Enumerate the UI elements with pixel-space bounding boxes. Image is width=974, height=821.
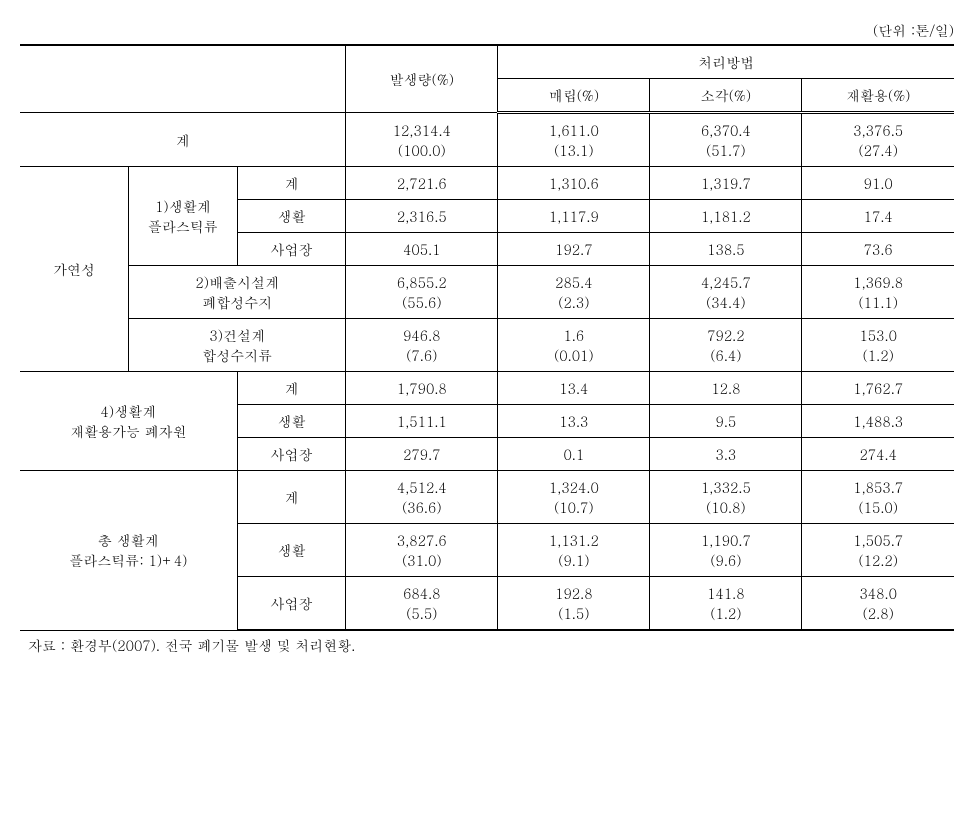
r-living-land: 13.3 — [498, 405, 650, 438]
g3-recy: 153.0(1.2) — [802, 319, 954, 372]
r-biz-recy: 274.4 — [802, 438, 954, 471]
header-landfill: 매립(%) — [498, 79, 650, 113]
r-total-recy: 1,762.7 — [802, 372, 954, 405]
row-total-incin: 6,370.4(51.7) — [650, 113, 802, 167]
source-note: 자료 : 환경부(2007). 전국 폐기물 발생 및 처리현황. — [20, 635, 954, 655]
g1-living-recy: 17.4 — [802, 200, 954, 233]
r-total-incin: 12.8 — [650, 372, 802, 405]
waste-table: 발생량(%) 처리방법 매립(%) 소각(%) 재활용(%) 계 12,314.… — [20, 44, 954, 631]
r-total-land: 13.4 — [498, 372, 650, 405]
g1-total-incin: 1,319.7 — [650, 167, 802, 200]
r-biz-incin: 3.3 — [650, 438, 802, 471]
g1-total-recy: 91.0 — [802, 167, 954, 200]
tl-biz-label: 사업장 — [237, 577, 346, 631]
g3-incin: 792.2(6.4) — [650, 319, 802, 372]
r-living-gen: 1,511.1 — [346, 405, 498, 438]
r-living-incin: 9.5 — [650, 405, 802, 438]
recyclable-label: 4)생활계재활용가능 폐자원 — [20, 372, 237, 471]
g1-living-label: 생활 — [237, 200, 346, 233]
g2-recy: 1,369.8(11.1) — [802, 266, 954, 319]
g1-living-incin: 1,181.2 — [650, 200, 802, 233]
g3-land: 1.6(0.01) — [498, 319, 650, 372]
g1-biz-land: 192.7 — [498, 233, 650, 266]
g2-incin: 4,245.7(34.4) — [650, 266, 802, 319]
g1-biz-label: 사업장 — [237, 233, 346, 266]
r-biz-label: 사업장 — [237, 438, 346, 471]
r-living-label: 생활 — [237, 405, 346, 438]
tl-biz-recy: 348.0(2.8) — [802, 577, 954, 631]
tl-total-gen: 4,512.4(36.6) — [346, 471, 498, 524]
header-blank — [20, 45, 346, 113]
g1-total-label: 계 — [237, 167, 346, 200]
tl-biz-land: 192.8(1.5) — [498, 577, 650, 631]
g2-land: 285.4(2.3) — [498, 266, 650, 319]
g1-living-land: 1,117.9 — [498, 200, 650, 233]
tl-biz-gen: 684.8(5.5) — [346, 577, 498, 631]
g1-total-gen: 2,721.6 — [346, 167, 498, 200]
g3-gen: 946.8(7.6) — [346, 319, 498, 372]
tl-total-recy: 1,853.7(15.0) — [802, 471, 954, 524]
header-recycle: 재활용(%) — [802, 79, 954, 113]
g1-living-gen: 2,316.5 — [346, 200, 498, 233]
r-living-recy: 1,488.3 — [802, 405, 954, 438]
tl-total-label: 계 — [237, 471, 346, 524]
tl-total-incin: 1,332.5(10.8) — [650, 471, 802, 524]
tl-total-land: 1,324.0(10.7) — [498, 471, 650, 524]
r-biz-land: 0.1 — [498, 438, 650, 471]
tl-living-label: 생활 — [237, 524, 346, 577]
r-total-gen: 1,790.8 — [346, 372, 498, 405]
group3-label: 3)건설계합성수지류 — [129, 319, 346, 372]
g1-total-land: 1,310.6 — [498, 167, 650, 200]
g1-biz-incin: 138.5 — [650, 233, 802, 266]
r-biz-gen: 279.7 — [346, 438, 498, 471]
g1-biz-recy: 73.6 — [802, 233, 954, 266]
g2-gen: 6,855.2(55.6) — [346, 266, 498, 319]
tl-living-land: 1,131.2(9.1) — [498, 524, 650, 577]
r-total-label: 계 — [237, 372, 346, 405]
row-total-land: 1,611.0(13.1) — [498, 113, 650, 167]
header-method: 처리방법 — [498, 45, 954, 79]
tl-living-gen: 3,827.6(31.0) — [346, 524, 498, 577]
tl-biz-incin: 141.8(1.2) — [650, 577, 802, 631]
combustible-label: 가연성 — [20, 167, 129, 372]
group2-label: 2)배출시설계폐합성수지 — [129, 266, 346, 319]
tl-living-recy: 1,505.7(12.2) — [802, 524, 954, 577]
row-total-recy: 3,376.5(27.4) — [802, 113, 954, 167]
total-living-label: 총 생활계플라스틱류: 1)+4) — [20, 471, 237, 631]
header-generation: 발생량(%) — [346, 45, 498, 113]
unit-label: (단위 :톤/일) — [20, 20, 954, 40]
row-total-label: 계 — [20, 113, 346, 167]
tl-living-incin: 1,190.7(9.6) — [650, 524, 802, 577]
row-total-gen: 12,314.4(100.0) — [346, 113, 498, 167]
header-incineration: 소각(%) — [650, 79, 802, 113]
g1-biz-gen: 405.1 — [346, 233, 498, 266]
group1-label: 1)생활계플라스틱류 — [129, 167, 238, 266]
